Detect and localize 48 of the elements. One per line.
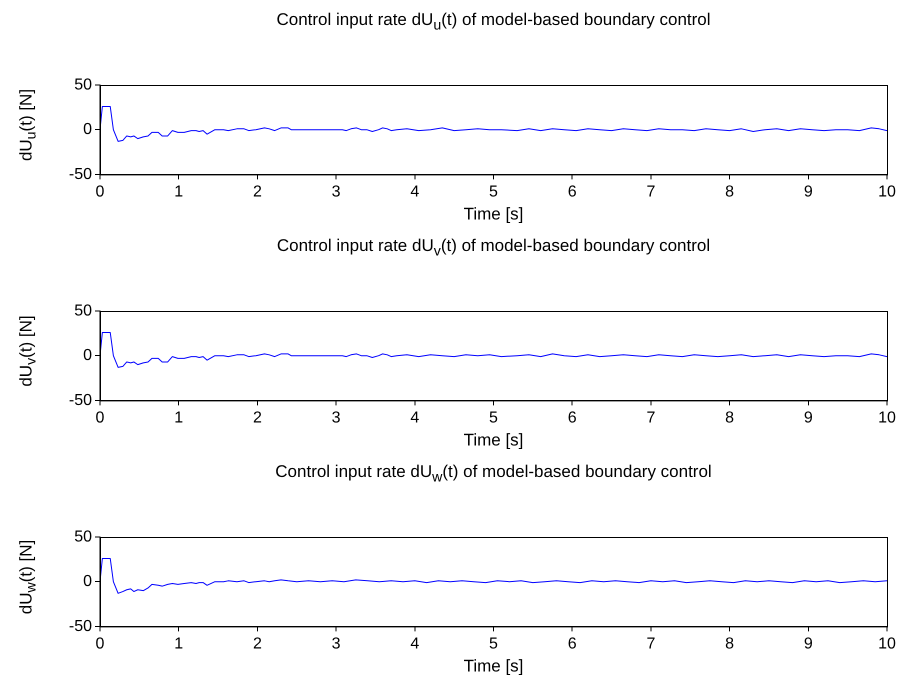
y-tick-label: 0 — [83, 347, 92, 364]
y-tick-label: -50 — [68, 618, 92, 635]
x-tick-label: 10 — [878, 183, 896, 200]
y-tick-label: 0 — [83, 121, 92, 138]
x-tick-label: 7 — [646, 409, 656, 426]
chart-title: Control input rate dU$_{w}$(t) of model-based boundary control — [274, 462, 713, 486]
x-tick-label: 5 — [489, 183, 498, 200]
x-tick-label: 4 — [410, 183, 420, 200]
x-tick-label: 9 — [804, 183, 813, 200]
x-tick-label: 3 — [332, 409, 341, 426]
x-tick-label: 1 — [174, 409, 184, 426]
x-tick-label: 0 — [96, 183, 105, 200]
y-tick-label: 0 — [83, 573, 92, 590]
x-tick-label: 2 — [252, 635, 262, 652]
x-tick-label: 2 — [252, 409, 262, 426]
x-tick-label: 8 — [725, 409, 734, 426]
x-axis-title: Time [s] — [464, 430, 524, 450]
x-tick-label: 7 — [646, 183, 656, 200]
x-tick-label: 0 — [96, 409, 105, 426]
x-tick-label: 3 — [332, 635, 341, 652]
x-tick-label: 10 — [878, 409, 896, 426]
x-tick-label: 8 — [725, 183, 734, 200]
y-tick-label: 50 — [74, 528, 92, 546]
x-tick-label: 9 — [804, 409, 813, 426]
x-tick-label: 0 — [96, 635, 105, 652]
x-tick-label: 9 — [804, 635, 813, 652]
x-tick-label: 1 — [174, 635, 184, 652]
y-tick-label: 50 — [74, 76, 92, 94]
y-tick-label: 50 — [74, 302, 92, 320]
x-tick-label: 4 — [410, 409, 420, 426]
chart-title: Control input rate dU$_{u}$(t) of model-based boundary control — [275, 10, 712, 34]
x-tick-label: 6 — [568, 409, 577, 426]
chart-title: Control input rate dU$_{v}$(t) of model-based boundary control — [276, 236, 712, 260]
x-tick-label: 6 — [568, 635, 577, 652]
x-tick-label: 3 — [332, 183, 341, 200]
x-tick-label: 4 — [410, 635, 420, 652]
x-tick-label: 1 — [174, 183, 184, 200]
y-tick-label: -50 — [68, 392, 92, 409]
x-tick-label: 6 — [568, 183, 577, 200]
x-tick-label: 7 — [646, 635, 656, 652]
x-axis-title: Time [s] — [464, 656, 524, 676]
x-tick-label: 5 — [489, 409, 498, 426]
y-tick-label: -50 — [68, 166, 92, 183]
x-tick-label: 5 — [489, 635, 498, 652]
x-tick-label: 10 — [878, 635, 896, 652]
x-axis-title: Time [s] — [464, 204, 524, 224]
x-tick-label: 8 — [725, 635, 734, 652]
x-tick-label: 2 — [252, 183, 262, 200]
